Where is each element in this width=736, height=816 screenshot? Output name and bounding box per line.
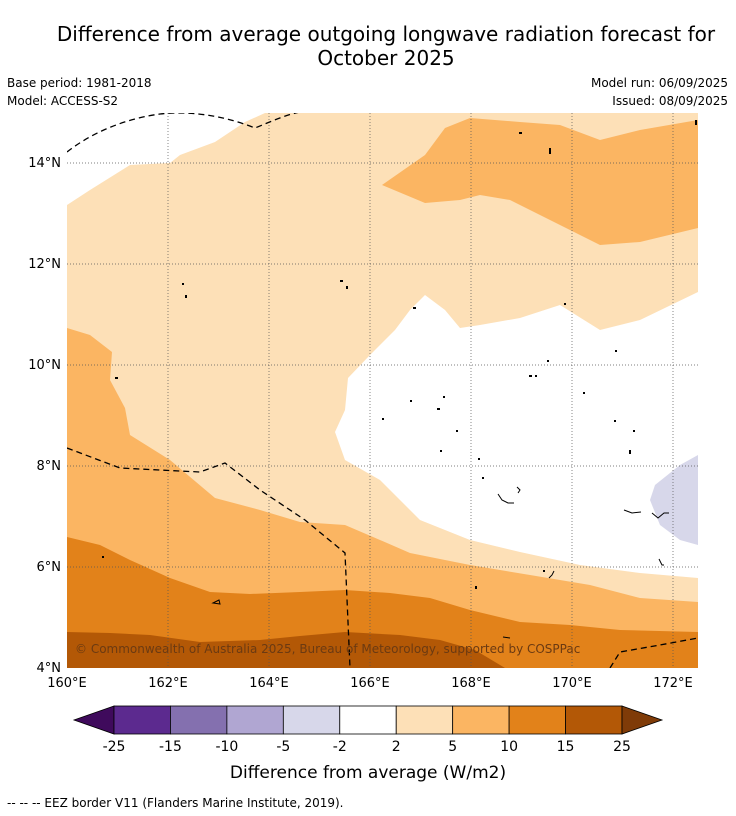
map-area: © Commonwealth of Australia 2025, Bureau… xyxy=(67,113,698,668)
colorbar-label: Difference from average (W/m2) xyxy=(230,763,506,783)
lat-tick: 14°N xyxy=(28,156,61,171)
lat-ticks: 4°N 6°N 8°N 10°N 12°N 14°N xyxy=(28,156,61,676)
colorbar-swatch xyxy=(226,705,284,735)
title-line-1: Difference from average outgoing longwav… xyxy=(56,22,716,46)
lon-tick: 168°E xyxy=(451,676,491,691)
map-title: Difference from average outgoing longwav… xyxy=(0,22,736,70)
title-line-2: October 2025 xyxy=(317,46,455,70)
colorbar-extend-high xyxy=(621,705,664,735)
band-10-15 xyxy=(67,537,698,668)
lat-tick: 12°N xyxy=(28,257,61,272)
colorbar-swatch xyxy=(452,705,510,735)
colorbar xyxy=(72,705,664,735)
colorbar-ticks: -25 -15 -10 -5 -2 2 5 10 15 25 xyxy=(103,739,631,755)
lon-tick: 172°E xyxy=(653,676,693,691)
colorbar-tick-label: 25 xyxy=(613,739,631,755)
colorbar-tick-label: -10 xyxy=(215,739,238,755)
lon-tick: 166°E xyxy=(350,676,390,691)
colorbar-swatch xyxy=(339,705,397,735)
meta-left: Base period: 1981-2018 Model: ACCESS-S2 xyxy=(7,74,152,110)
gridlines xyxy=(67,113,698,668)
colorbar-swatch xyxy=(282,705,341,735)
lon-tick: 162°E xyxy=(148,676,188,691)
colorbar-tick-label: -15 xyxy=(159,739,182,755)
issued-date: Issued: 08/09/2025 xyxy=(612,94,728,108)
eez-borders xyxy=(67,113,698,668)
band-neutral-topleft xyxy=(67,113,265,205)
colorbar-swatch xyxy=(170,705,228,735)
colorbar-tick-label: -5 xyxy=(276,739,290,755)
colorbar-tick-label: 2 xyxy=(392,739,401,755)
colorbar-swatch xyxy=(395,705,454,735)
base-period: Base period: 1981-2018 xyxy=(7,76,152,90)
colorbar-swatch xyxy=(113,705,171,735)
colorbar-tick-label: -25 xyxy=(103,739,126,755)
lat-tick: 8°N xyxy=(37,459,62,474)
eez-footnote: -- -- -- EEZ border V11 (Flanders Marine… xyxy=(7,796,344,810)
colorbar-swatch xyxy=(508,705,566,735)
band-neutral-center xyxy=(335,292,698,578)
colorbar-tick-label: 5 xyxy=(448,739,457,755)
band-15-25 xyxy=(67,632,505,668)
lat-tick: 10°N xyxy=(28,358,61,373)
lat-tick: 6°N xyxy=(37,560,62,575)
lon-ticks: 160°E 162°E 164°E 166°E 168°E 170°E 172°… xyxy=(47,676,693,691)
model-run: Model run: 06/09/2025 xyxy=(590,76,728,90)
colorbar-tick-label: 10 xyxy=(500,739,518,755)
islands xyxy=(102,120,697,589)
colorbar-tick-label: -2 xyxy=(333,739,347,755)
band-5-10-bottom xyxy=(67,328,698,668)
model-name: Model: ACCESS-S2 xyxy=(7,94,119,108)
copyright-notice: © Commonwealth of Australia 2025, Bureau… xyxy=(75,642,580,656)
colorbar-extend-low xyxy=(72,705,115,735)
band-5-10-top xyxy=(382,118,698,245)
lat-tick: 4°N xyxy=(37,661,62,676)
lon-tick: 170°E xyxy=(552,676,592,691)
colorbar-swatch xyxy=(565,705,623,735)
atoll-outlines xyxy=(211,486,669,639)
meta-right: Model run: 06/09/2025 Issued: 08/09/2025 xyxy=(591,74,728,110)
colorbar-tick-label: 15 xyxy=(557,739,575,755)
lon-tick: 164°E xyxy=(249,676,289,691)
band-minus5-minus2 xyxy=(650,455,698,545)
lon-tick: 160°E xyxy=(47,676,87,691)
